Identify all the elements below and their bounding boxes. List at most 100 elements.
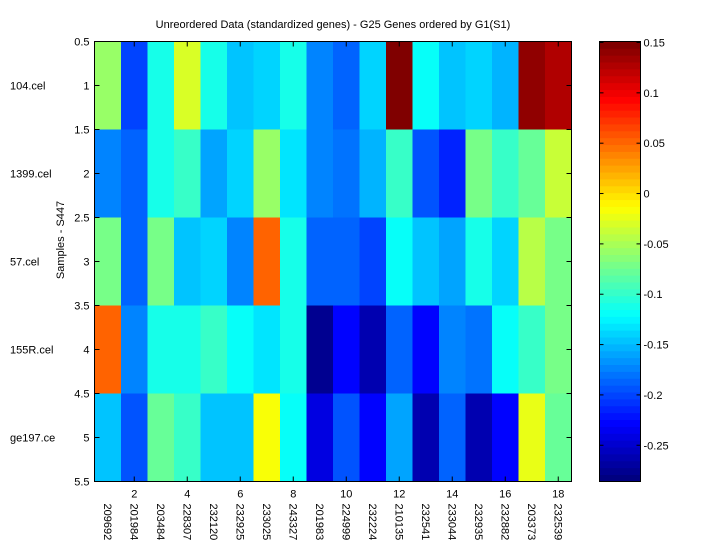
- colorbar-segment: [599, 440, 641, 448]
- colorbar-tick-label: -0.05: [644, 239, 669, 251]
- heatmap-cell: [386, 305, 413, 394]
- column-label: 232882_: [498, 504, 510, 540]
- colorbar-tick-label: -0.15: [644, 340, 669, 352]
- heatmap-cell: [439, 41, 466, 130]
- y-tick-label: 5: [83, 433, 89, 445]
- y-axis-label: Samples - S447: [55, 201, 67, 279]
- colorbar-segment: [599, 371, 641, 379]
- heatmap-cell: [518, 41, 546, 130]
- heatmap-cell: [412, 393, 440, 482]
- heatmap-cell: [306, 129, 334, 218]
- column-label: 201984_: [127, 504, 139, 540]
- heatmap-cell: [253, 129, 281, 218]
- colorbar-segment: [599, 130, 641, 139]
- x-tick-label: 10: [340, 489, 352, 501]
- heatmap-cell: [253, 305, 281, 394]
- colorbar-tick-label: 0.05: [644, 138, 665, 150]
- heatmap-cell: [439, 305, 466, 394]
- colorbar-segment: [599, 206, 641, 214]
- heatmap-cell: [121, 393, 148, 482]
- heatmap-cell: [518, 217, 546, 306]
- y-tick-label: 4: [83, 345, 89, 357]
- column-label: 224999_: [339, 504, 351, 540]
- row-label: 1399.cel: [10, 169, 52, 181]
- heatmap-cell: [200, 217, 228, 306]
- heatmap-cell: [333, 217, 360, 306]
- column-label: 232541_: [419, 504, 431, 540]
- heatmap-cell: [439, 217, 466, 306]
- colorbar-segment: [599, 447, 641, 455]
- heatmap-cell: [174, 305, 201, 394]
- y-tick-label: 1: [83, 81, 89, 93]
- heatmap-cell: [412, 305, 440, 394]
- heatmap-cell: [412, 217, 440, 306]
- row-labels: 104.cel 1399.cel 57.cel 155R.cel ge197.ce: [10, 81, 55, 445]
- heatmap-cell: [253, 217, 281, 306]
- heatmap-cell: [280, 393, 307, 482]
- colorbar-segment: [599, 460, 641, 469]
- heatmap-cell: [492, 41, 519, 130]
- column-label: 232925_: [233, 504, 245, 540]
- colorbar-tick-label: -0.1: [644, 289, 663, 301]
- heatmap-cell: [306, 217, 334, 306]
- heatmap-cell: [121, 305, 148, 394]
- heatmap-cell: [227, 393, 254, 482]
- x-tick-label: 4: [184, 489, 190, 501]
- x-tick-label: 2: [131, 489, 137, 501]
- heatmap-cell: [174, 217, 201, 306]
- colorbar-segment: [599, 399, 641, 407]
- y-tick-label: 0.5: [74, 37, 89, 49]
- column-label: 209692_: [101, 504, 113, 540]
- column-label: 201983_: [313, 504, 325, 540]
- colorbar-segment: [599, 62, 641, 70]
- colorbar-segment: [599, 41, 641, 49]
- row-label: 104.cel: [10, 81, 45, 93]
- heatmap-cell: [147, 305, 175, 394]
- heatmap-cell: [386, 129, 413, 218]
- colorbar-segment: [599, 295, 641, 304]
- column-label: 228307_: [180, 504, 192, 540]
- x-tick-label: 18: [552, 489, 564, 501]
- x-tick-label: 16: [499, 489, 511, 501]
- colorbar-segment: [599, 405, 641, 414]
- heatmap-cell: [465, 393, 493, 482]
- colorbar-segment: [599, 357, 641, 366]
- colorbar-tick-label: -0.25: [644, 440, 669, 452]
- colorbar-segment: [599, 234, 641, 242]
- y-tick-label: 1.5: [74, 125, 89, 137]
- colorbar-segment: [599, 179, 641, 187]
- x-tick-label: 8: [290, 489, 296, 501]
- heatmap-cell: [200, 129, 228, 218]
- heatmap-cell: [333, 41, 360, 130]
- colorbar-segment: [599, 117, 641, 125]
- heatmap-cell: [333, 305, 360, 394]
- heatmap-cell: [465, 217, 493, 306]
- colorbar-segment: [599, 220, 641, 228]
- heatmap-cell: [147, 393, 175, 482]
- colorbar-segment: [599, 289, 641, 297]
- colorbar-segment: [599, 282, 641, 290]
- colorbar-segment: [599, 227, 641, 235]
- column-label: 210135_: [392, 504, 404, 540]
- heatmap-cell: [386, 393, 413, 482]
- heatmap-cell: [412, 129, 440, 218]
- colorbar-segment: [599, 385, 641, 393]
- colorbar-segment: [599, 82, 641, 91]
- colorbar: [599, 41, 641, 482]
- colorbar-segment: [599, 350, 641, 359]
- colorbar-segment: [599, 247, 641, 256]
- colorbar-segment: [599, 302, 641, 311]
- heatmap-cell: [227, 305, 254, 394]
- heatmap-cell: [412, 41, 440, 130]
- heatmap-cell: [253, 41, 281, 130]
- heatmap-cell: [492, 129, 519, 218]
- heatmap-cell: [280, 217, 307, 306]
- heatmap-cell: [280, 129, 307, 218]
- colorbar-ticks: 0.15 0.1 0.05 0 -0.05 -0.1 -0.15 -0.2 -0.25: [599, 38, 669, 452]
- heatmap-cell: [386, 217, 413, 306]
- colorbar-segment: [599, 261, 641, 269]
- y-tick-label: 5.5: [74, 477, 89, 489]
- colorbar-segment: [599, 392, 641, 400]
- row-label: 57.cel: [10, 257, 39, 269]
- colorbar-segment: [599, 330, 641, 338]
